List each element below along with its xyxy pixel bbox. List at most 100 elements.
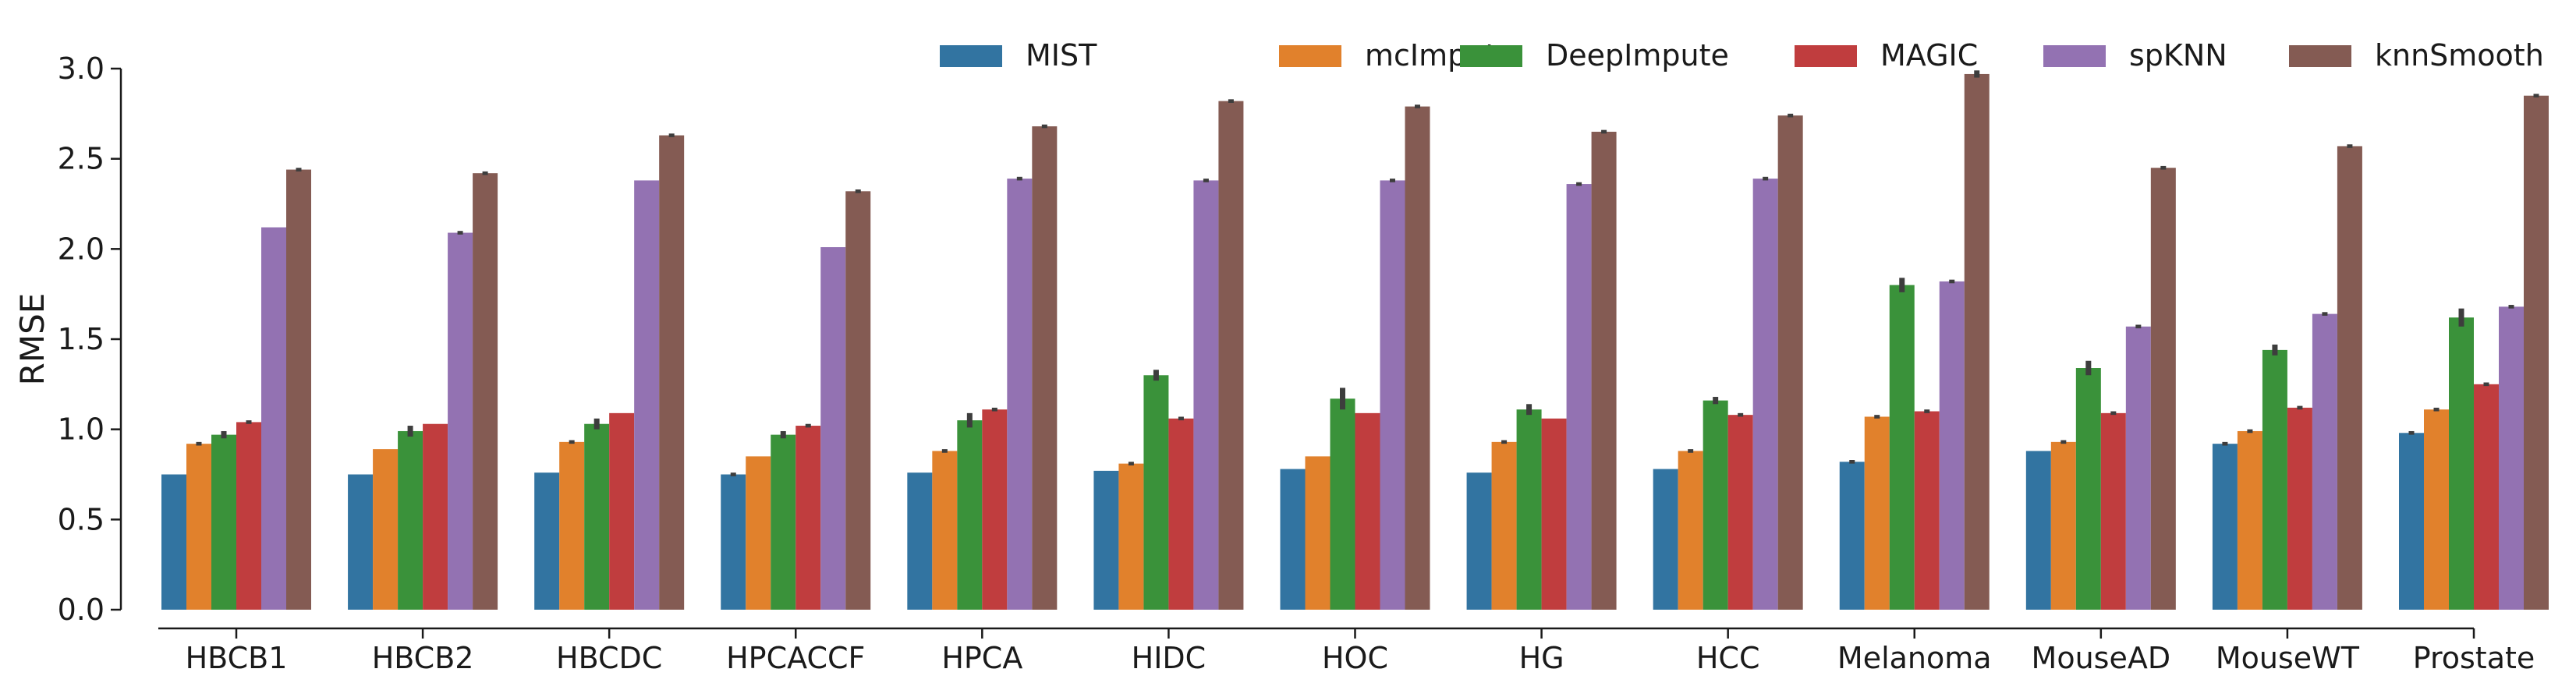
x-tick-label: HPCACCF (726, 641, 865, 675)
bar (2287, 407, 2312, 610)
bar (2025, 451, 2051, 610)
legend-label: spKNN (2129, 38, 2227, 73)
bar (1280, 469, 1306, 610)
bar (2237, 430, 2262, 610)
bar (534, 472, 560, 610)
bar (2337, 146, 2362, 610)
x-tick-label: HBCDC (556, 641, 662, 675)
bar (1491, 441, 1517, 610)
bar (1727, 415, 1753, 610)
legend-swatch (1279, 45, 1341, 67)
bar (559, 441, 585, 610)
bar (1541, 418, 1567, 610)
bar (609, 412, 635, 610)
bar (1355, 412, 1380, 610)
bar (1305, 456, 1331, 610)
y-tick-label: 2.5 (58, 142, 105, 176)
x-tick-label: HIDC (1132, 641, 1207, 675)
legend-swatch (2043, 45, 2106, 67)
x-tick-label: HCC (1696, 641, 1760, 675)
bar (1703, 400, 1728, 610)
x-tick-label: HPCA (941, 641, 1022, 675)
bar (2212, 444, 2238, 610)
bar (1143, 375, 1169, 610)
bar (746, 456, 771, 610)
bar (1466, 472, 1492, 610)
bar (1678, 451, 1703, 610)
bar (1193, 180, 1219, 610)
y-tick-label: 0.5 (58, 502, 105, 536)
bar (348, 474, 374, 610)
bar (659, 135, 685, 610)
bar (186, 444, 211, 610)
legend-label: MAGIC (1880, 38, 1978, 73)
bar (1118, 463, 1144, 610)
legend-swatch (940, 45, 1002, 67)
bar (2100, 412, 2126, 610)
x-tick-label: MouseAD (2032, 641, 2171, 675)
bar (1566, 184, 1592, 610)
bar (1168, 418, 1194, 610)
legend-label: DeepImpute (1546, 38, 1729, 73)
bar (2312, 313, 2337, 610)
x-tick-label: Melanoma (1837, 641, 1992, 675)
bar (1864, 416, 1890, 610)
y-tick-label: 3.0 (58, 51, 105, 86)
bar (423, 423, 448, 610)
bar (211, 434, 236, 610)
bar (1964, 73, 1990, 610)
bar (1914, 411, 1940, 610)
bar (448, 232, 473, 610)
bar (1777, 115, 1803, 610)
bar (2499, 306, 2524, 610)
bar (1218, 101, 1244, 610)
bar (721, 474, 746, 610)
tick-labels: 0.0 0.5 1.0 1.5 2.0 2.5 3.0 RMSE HBCB1 HBCB2 HBCDC… (13, 51, 2535, 675)
legend-swatch (1795, 45, 1857, 67)
bar (1839, 462, 1865, 610)
bar (795, 426, 821, 610)
bar (584, 423, 610, 610)
bar (932, 451, 958, 610)
bar (2524, 95, 2549, 610)
axes (111, 67, 2475, 639)
x-tick-label: HBCB1 (186, 641, 288, 675)
legend-swatch (1460, 45, 1522, 67)
bar (1032, 126, 1058, 610)
bar (373, 449, 399, 610)
bar (957, 420, 983, 610)
legend-label: MIST (1026, 38, 1097, 73)
bar (473, 173, 498, 610)
bar (907, 472, 933, 610)
bar (634, 180, 660, 610)
error-bars (196, 70, 2539, 476)
y-tick-label: 0.0 (58, 593, 105, 627)
x-tick-label: HBCB2 (372, 641, 474, 675)
bar (845, 191, 871, 610)
bar (1939, 281, 1965, 610)
bar (771, 434, 796, 610)
legend: MIST mcImpute DeepImpute MAGIC spKNN knnSmoot… (940, 38, 2544, 73)
bar (982, 409, 1008, 610)
bar (1516, 409, 1542, 610)
bar (2474, 384, 2499, 610)
x-tick-label: HOC (1322, 641, 1388, 675)
bar (2050, 441, 2076, 610)
bar (1405, 106, 1430, 610)
bar (236, 422, 261, 610)
bar (161, 474, 186, 610)
bar (2075, 368, 2101, 610)
y-tick-label: 1.0 (58, 412, 105, 447)
x-tick-label: Prostate (2413, 641, 2535, 675)
bar (2262, 349, 2287, 610)
y-tick-label: 2.0 (58, 232, 105, 266)
y-tick-label: 1.5 (58, 322, 105, 356)
bar (1330, 398, 1355, 610)
bar (286, 169, 311, 610)
bar (2150, 168, 2176, 610)
bar (1653, 469, 1678, 610)
bar (2424, 409, 2449, 610)
y-axis-title: RMSE (13, 293, 51, 386)
